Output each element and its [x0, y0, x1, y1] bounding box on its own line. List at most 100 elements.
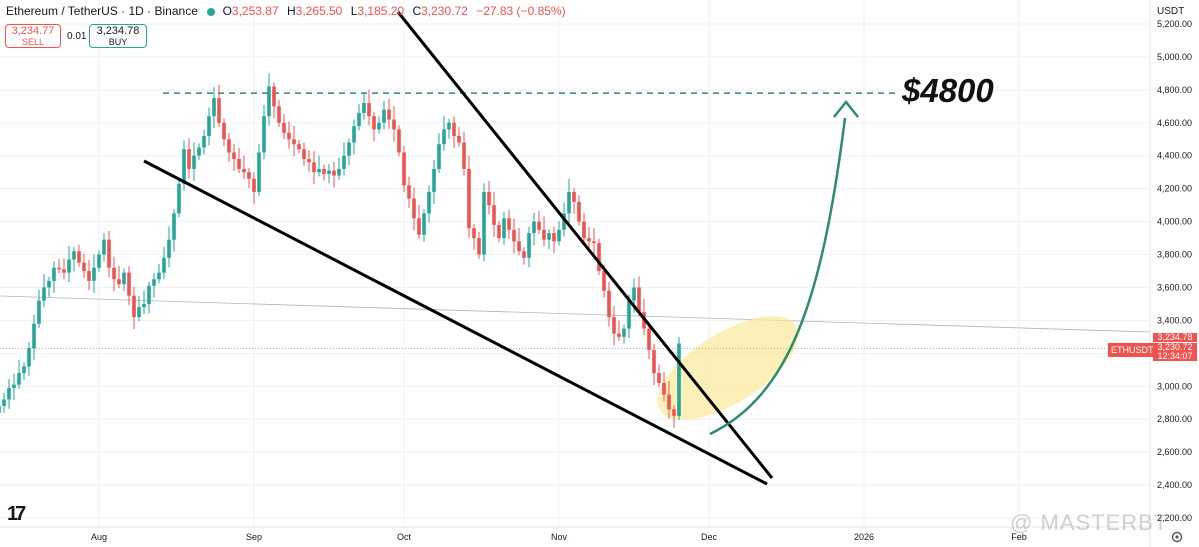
candle: [612, 306, 616, 346]
candle: [267, 73, 271, 126]
price-tick-label: 5,200.00: [1157, 19, 1192, 29]
candle-body: [532, 221, 536, 234]
candle: [527, 226, 531, 268]
candle-body: [137, 307, 141, 318]
time-tick-label: Dec: [701, 532, 718, 542]
candle-body: [82, 262, 86, 271]
long-term-reference-line: [0, 295, 1151, 333]
candle-body: [427, 191, 431, 214]
candle: [232, 143, 236, 172]
candle: [82, 254, 86, 278]
candle: [422, 209, 426, 242]
candle: [507, 209, 511, 240]
candle: [212, 87, 216, 129]
candle: [432, 160, 436, 204]
candle-body: [62, 269, 66, 273]
candle-body: [0, 406, 1, 413]
candle: [442, 116, 446, 151]
candle: [17, 359, 21, 389]
candle-body: [437, 144, 441, 169]
candle: [312, 151, 316, 185]
candle-body: [502, 218, 506, 239]
candle: [0, 406, 1, 413]
candle-body: [222, 122, 226, 140]
candle: [147, 281, 151, 314]
candle-body: [422, 213, 426, 235]
candle-body: [292, 139, 296, 145]
candle: [27, 341, 31, 376]
candle-body: [367, 103, 371, 117]
candle-body: [287, 132, 291, 140]
candle-body: [517, 241, 521, 252]
candle-body: [127, 272, 131, 296]
candle: [402, 146, 406, 193]
candle-body: [297, 144, 301, 150]
candle-body: [547, 233, 551, 240]
candle: [282, 114, 286, 140]
tradingview-logo-icon[interactable]: 17: [7, 503, 26, 525]
candle-body: [122, 272, 126, 285]
candle: [187, 138, 191, 179]
candle: [292, 125, 296, 157]
candle: [297, 140, 301, 154]
candle-body: [87, 271, 91, 281]
candle-body: [77, 251, 81, 263]
candle: [457, 127, 461, 147]
sell-button[interactable]: 3,234.77 SELL: [5, 24, 61, 48]
price-tick-label: 2,600.00: [1157, 447, 1192, 457]
candle-body: [462, 142, 466, 169]
candle-body: [207, 116, 211, 136]
candle: [302, 142, 306, 166]
candle-body: [407, 185, 411, 199]
candle-body: [257, 152, 261, 192]
candle-body: [242, 168, 246, 173]
candle-body: [652, 350, 656, 374]
candle-body: [27, 348, 31, 367]
candle: [407, 176, 411, 208]
candle: [77, 244, 81, 267]
candle: [452, 116, 456, 148]
candle: [517, 228, 521, 256]
candle: [287, 121, 291, 149]
candle-body: [587, 238, 591, 242]
low-value: 3,185.20: [357, 4, 405, 18]
candle: [22, 362, 26, 380]
candle-body: [622, 328, 626, 337]
symbol-title[interactable]: Ethereum / TetherUS · 1D · Binance: [6, 4, 198, 18]
candle-body: [347, 142, 351, 156]
candle-body: [42, 287, 46, 301]
candle: [492, 191, 496, 237]
candle-body: [392, 119, 396, 130]
candle-body: [2, 399, 6, 407]
candle-body: [252, 178, 256, 192]
candle: [247, 168, 251, 189]
candle: [217, 84, 221, 127]
time-tick-label: Aug: [91, 532, 107, 542]
candle: [557, 221, 561, 246]
price-tick-label: 2,800.00: [1157, 414, 1192, 424]
candle-body: [142, 303, 146, 308]
price-tick-label: 3,800.00: [1157, 250, 1192, 260]
candle-body: [22, 366, 26, 374]
candle: [207, 107, 211, 146]
candle: [132, 286, 136, 330]
projection-arrow-head: [833, 99, 859, 118]
candle-body: [67, 259, 71, 273]
candle: [372, 112, 376, 142]
candle: [142, 290, 146, 314]
candle-body: [167, 239, 171, 258]
candle: [152, 272, 156, 298]
candle-body: [647, 328, 651, 351]
candle: [242, 155, 246, 179]
candle-body: [602, 271, 606, 291]
candle: [87, 259, 91, 291]
candle: [112, 256, 116, 292]
candle-body: [572, 191, 576, 202]
candle-body: [92, 267, 96, 281]
candle: [597, 238, 601, 276]
buy-button[interactable]: 3,234.78 BUY: [89, 24, 147, 48]
currency-selector[interactable]: USDT: [1153, 5, 1189, 18]
candle: [167, 226, 171, 268]
candle-body: [12, 384, 16, 388]
